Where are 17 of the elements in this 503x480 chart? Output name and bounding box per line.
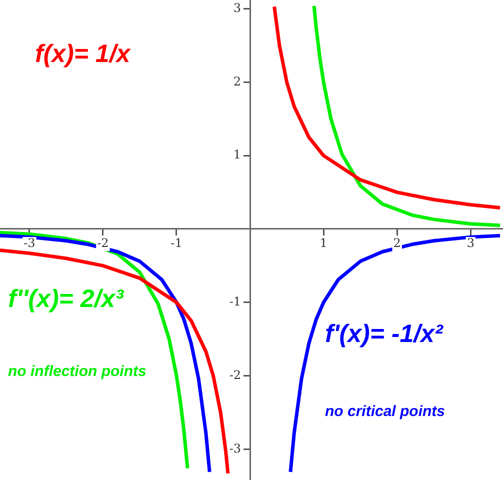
annotation: no critical points <box>325 403 446 420</box>
y-tick-label: -1 <box>229 294 242 309</box>
x-tick-label: -1 <box>170 236 182 250</box>
y-tick-label: -3 <box>229 441 242 456</box>
series-label: f''(x)= 2/x³ <box>8 284 124 313</box>
annotation: no inflection points <box>8 363 146 380</box>
y-tick-label: 1 <box>233 148 242 162</box>
y-tick-label: -2 <box>229 368 242 382</box>
y-tick-label: 2 <box>233 74 242 88</box>
x-tick-label: -3 <box>24 236 36 250</box>
text: f(x)= 1/x <box>35 40 132 68</box>
x-tick-label: 1 <box>320 236 328 250</box>
x-tick-label: 3 <box>466 236 474 250</box>
series-label: f'(x)= -1/x² <box>325 320 444 348</box>
y-tick-label: 3 <box>233 0 242 15</box>
x-tick-label: 2 <box>393 236 401 250</box>
x-tick-label: -2 <box>97 236 109 250</box>
